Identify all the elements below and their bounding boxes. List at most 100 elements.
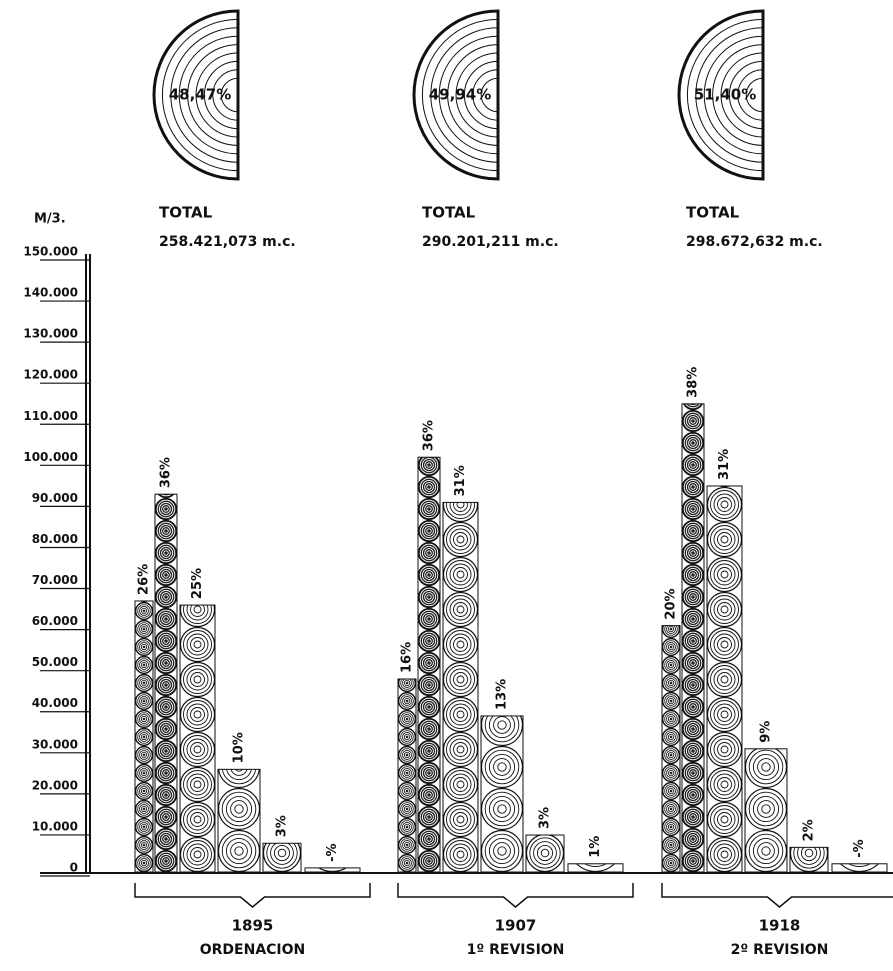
log [663, 747, 680, 764]
log [663, 675, 680, 692]
log [419, 719, 440, 740]
log [663, 639, 680, 656]
log [399, 729, 416, 746]
share-label: 13% [495, 679, 510, 710]
log [683, 697, 704, 718]
log [419, 521, 440, 542]
log [399, 693, 416, 710]
log [136, 621, 153, 638]
share-label: 38% [686, 367, 701, 398]
log [683, 631, 704, 652]
log [683, 807, 704, 828]
log [683, 653, 704, 674]
log [419, 543, 440, 564]
log [746, 747, 787, 788]
log [419, 653, 440, 674]
share-label: 10% [232, 732, 247, 763]
log [399, 783, 416, 800]
group-name: 1907 [495, 917, 537, 935]
log [708, 558, 742, 592]
bar-logs [136, 585, 153, 872]
group-subtitle: ORDENACION [200, 942, 306, 958]
log [181, 628, 215, 662]
log [399, 765, 416, 782]
log [708, 593, 742, 627]
log [219, 789, 260, 830]
y-tick-label: 60.000 [32, 614, 78, 628]
y-tick-label: 40.000 [32, 696, 78, 710]
y-tick-label: 0 [70, 861, 78, 875]
log [663, 621, 680, 638]
log [419, 741, 440, 762]
total-label: TOTAL [159, 204, 213, 222]
log [399, 819, 416, 836]
log [156, 763, 177, 784]
log [156, 675, 177, 696]
log [708, 488, 742, 522]
total-value: 290.201,211 m.c. [422, 234, 559, 250]
log [136, 657, 153, 674]
y-tick-label: 10.000 [32, 819, 78, 833]
log [683, 411, 704, 432]
share-label: 25% [190, 568, 205, 599]
log [399, 747, 416, 764]
log [419, 587, 440, 608]
share-label: 20% [664, 588, 679, 619]
log [419, 829, 440, 850]
share-label: 16% [400, 642, 415, 673]
log [181, 663, 215, 697]
log [419, 631, 440, 652]
log [399, 855, 416, 872]
log [156, 543, 177, 564]
y-tick-label: 100.000 [23, 450, 78, 464]
log [663, 657, 680, 674]
y-tick-label: 140.000 [23, 286, 78, 300]
bracket [662, 883, 893, 907]
log [399, 801, 416, 818]
log [156, 587, 177, 608]
log [683, 565, 704, 586]
share-label: 31% [453, 465, 468, 496]
bar-logs [419, 455, 440, 872]
log [444, 523, 478, 557]
log [136, 693, 153, 710]
log [683, 719, 704, 740]
log [444, 698, 478, 732]
log [156, 851, 177, 872]
bar-logs [444, 488, 478, 872]
share-label: 3% [538, 807, 553, 829]
bar-logs [746, 747, 787, 872]
log [136, 711, 153, 728]
log [444, 768, 478, 802]
log [708, 628, 742, 662]
log [264, 835, 301, 872]
log [419, 675, 440, 696]
log [136, 801, 153, 818]
log [419, 697, 440, 718]
bar-logs [527, 835, 564, 872]
log [156, 609, 177, 630]
share-label: 9% [759, 721, 774, 743]
log [181, 803, 215, 837]
log [708, 838, 742, 872]
log [663, 693, 680, 710]
log [746, 789, 787, 830]
log [663, 855, 680, 872]
y-tick-label: 150.000 [23, 245, 78, 259]
bar-logs [708, 453, 742, 872]
log [683, 741, 704, 762]
log [181, 733, 215, 767]
log [156, 631, 177, 652]
share-label: -% [852, 839, 867, 857]
log [136, 675, 153, 692]
log [399, 837, 416, 854]
log [746, 831, 787, 872]
half-label: 51,40% [694, 86, 756, 104]
log [156, 719, 177, 740]
log [527, 835, 564, 872]
log [683, 477, 704, 498]
y-tick-label: 110.000 [23, 409, 78, 423]
log [136, 603, 153, 620]
bar-logs [156, 477, 177, 872]
log [156, 807, 177, 828]
